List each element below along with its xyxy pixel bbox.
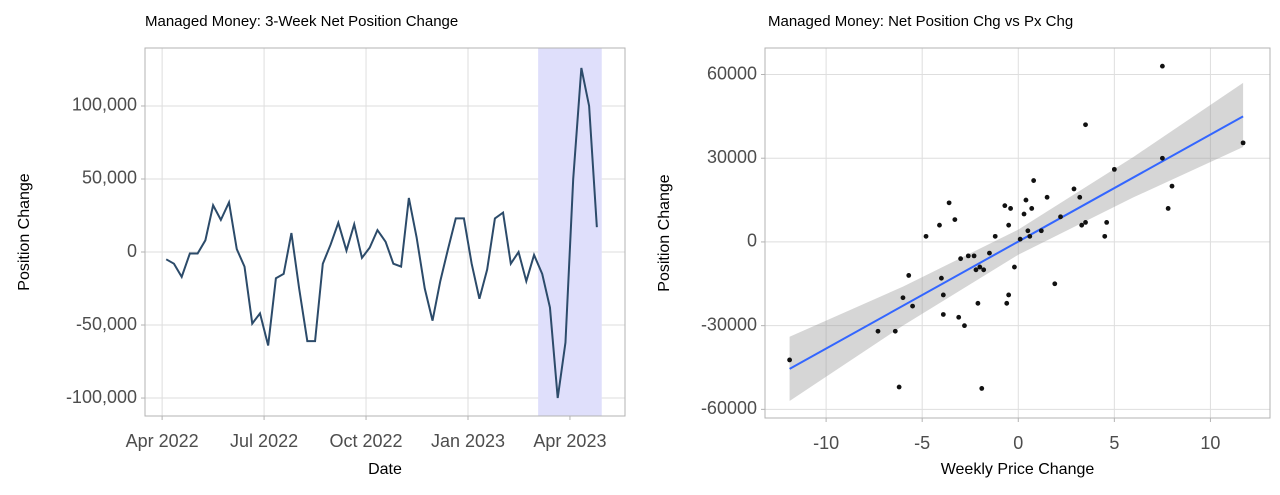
point [1159,155,1165,161]
point [1071,186,1077,192]
y-tick-label: 50,000 [82,168,137,188]
point [940,292,946,298]
point [1058,214,1063,220]
chart-title: Managed Money: 3-Week Net Position Chang… [145,13,458,30]
point [956,314,962,320]
point [1083,219,1088,225]
point [896,384,902,390]
point [937,222,942,228]
x-tick-label: -5 [914,433,930,453]
point [981,267,987,273]
point [1169,183,1175,189]
y-tick-label: -30000 [701,314,757,334]
point [1102,233,1108,239]
point [971,253,977,259]
y-tick-label: 60000 [707,63,757,83]
point [975,300,981,306]
y-tick-label: 0 [127,241,137,261]
x-axis-title: Date [368,461,402,478]
panel-border [764,47,1271,419]
point [1002,203,1008,209]
point [962,323,967,329]
x-tick-label: Apr 2023 [533,431,606,451]
y-tick-label: -100,000 [66,387,137,407]
point [787,357,792,363]
x-tick-label: Jan 2023 [431,431,505,451]
y-tick-label: -50,000 [76,314,137,334]
point [1044,194,1050,200]
point [1083,122,1088,128]
chart-title: Managed Money: Net Position Chg vs Px Ch… [768,13,1073,30]
point [939,275,944,281]
y-axis-title: Position Change [16,173,33,291]
point [1031,178,1037,183]
point [1111,166,1117,172]
point [1021,211,1027,217]
y-axis-title: Position Change [656,174,673,292]
y-tick-label: -60000 [701,398,757,418]
point [1029,206,1035,211]
x-tick-label: 0 [1013,433,1023,453]
x-tick-label: Oct 2022 [330,431,403,451]
point [910,303,915,309]
point [1104,219,1110,225]
point [1008,206,1013,211]
point [946,200,952,206]
data-line [165,67,598,399]
point [1025,228,1031,234]
x-tick-label: Apr 2022 [126,431,199,451]
point [1079,222,1085,228]
point [1023,197,1029,203]
point [987,250,992,256]
point [977,264,983,270]
point [1017,236,1023,242]
point [892,328,898,334]
point [965,253,971,259]
fit-line [789,115,1244,370]
point [958,256,964,262]
point [979,386,985,391]
point [900,295,906,301]
point [1012,264,1017,270]
y-tick-label: 100,000 [72,95,137,115]
point [1240,140,1246,146]
y-tick-label: 0 [747,231,757,251]
point [992,233,998,239]
point [952,217,958,223]
point [940,312,946,317]
point [923,233,929,239]
x-tick-label: -10 [813,433,839,453]
point [875,328,881,334]
point [1006,292,1012,298]
point [1006,222,1012,228]
point [1077,194,1083,200]
x-axis-title: Weekly Price Change [941,461,1095,478]
x-tick-label: 5 [1109,433,1119,453]
point [1027,233,1033,239]
x-tick-label: Jul 2022 [230,431,298,451]
y-tick-label: 30000 [707,147,757,167]
point [906,273,912,278]
point [1165,206,1171,211]
x-tick-label: 10 [1200,433,1220,453]
point [1004,300,1010,306]
point [1052,281,1058,287]
point [1159,63,1165,69]
panel-border [144,47,626,417]
point [973,267,979,273]
point [1038,228,1044,234]
